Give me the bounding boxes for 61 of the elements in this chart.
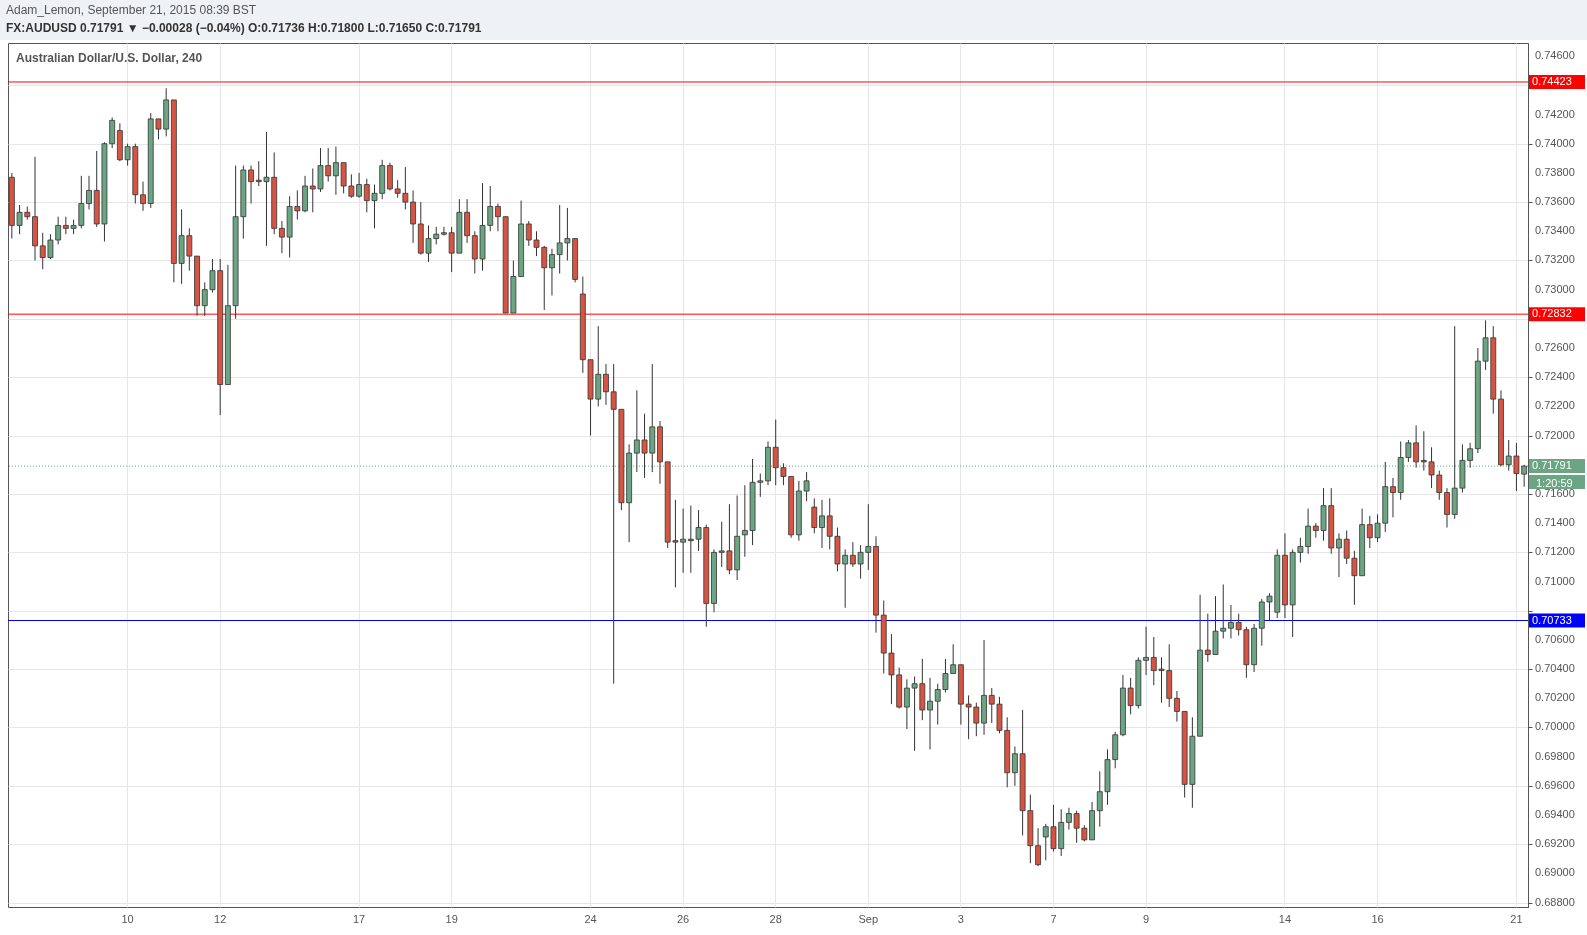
y-tick-label: 0.69600 (1535, 778, 1575, 791)
candlestick (86, 175, 92, 210)
y-tick-label: 0.72200 (1535, 399, 1575, 412)
candlestick (927, 677, 933, 750)
candlestick (441, 226, 447, 237)
y-tick-label: 0.69000 (1535, 866, 1575, 879)
candlestick (1390, 477, 1396, 518)
candlestick (819, 499, 825, 549)
y-tick-label: 0.72400 (1535, 370, 1575, 383)
y-tick-label: 0.70400 (1535, 662, 1575, 675)
x-tick-label: 14 (1278, 912, 1292, 925)
x-tick-label: 3 (957, 912, 964, 925)
y-tick-label: 0.73800 (1535, 165, 1575, 178)
x-tick-label: 9 (1143, 912, 1150, 925)
y-tick-label: 0.70200 (1535, 691, 1575, 704)
y-tick-label: 0.71400 (1535, 516, 1575, 529)
x-tick-label: 16 (1371, 912, 1384, 925)
y-tick-label: 0.68800 (1535, 895, 1575, 908)
candlestick (140, 181, 146, 212)
ref-line-label: 0.72832 (1532, 307, 1572, 320)
x-tick-label: 19 (445, 912, 458, 925)
candlestick (1228, 604, 1234, 639)
y-tick-label: 0.74000 (1535, 136, 1575, 149)
candlestick (549, 248, 555, 296)
candlestick (811, 497, 818, 534)
y-tick-label: 0.74600 (1535, 49, 1575, 62)
x-tick-label: 17 (352, 912, 366, 925)
x-tick-label: 26 (677, 912, 690, 925)
y-tick-label: 0.69400 (1535, 808, 1575, 821)
ref-line-label: 0.74423 (1532, 74, 1572, 87)
x-tick-label: 21 (1510, 912, 1523, 925)
y-tick-label: 0.69800 (1535, 749, 1575, 762)
y-tick-label: 0.70000 (1535, 720, 1575, 733)
candlestick (1336, 532, 1342, 578)
candlestick (603, 363, 609, 406)
candlestick (495, 203, 501, 232)
text: FX:AUDUSD 0.71791 ▼ −0.00028 (−0.04%) O:0.71736 H:0.71800 L:0.71650 C:0.71791 (6, 21, 482, 35)
text: Australian Dollar/U.S. Dollar, 240 (16, 51, 203, 65)
y-tick-label: 0.73400 (1535, 224, 1575, 237)
ref-line-label: 0.70733 (1532, 613, 1572, 626)
y-tick-label: 0.73600 (1535, 195, 1575, 208)
y-tick-label: 0.72600 (1535, 341, 1575, 354)
x-tick-label: 7 (1050, 912, 1057, 925)
x-tick-label: 28 (769, 912, 782, 925)
y-tick-label: 0.71000 (1535, 574, 1575, 587)
x-tick-label: 12 (214, 912, 227, 925)
candlestick (1035, 827, 1041, 867)
x-tick-label: 10 (121, 912, 134, 925)
ref-line-label: 0.71791 (1532, 459, 1572, 472)
x-tick-label: Sep (858, 912, 879, 925)
text: Adam_Lemon, September 21, 2015 08:39 BST (6, 3, 257, 17)
y-tick-label: 0.71200 (1535, 545, 1575, 558)
y-tick-label: 0.70600 (1535, 632, 1575, 645)
candlestick (1444, 487, 1450, 529)
y-tick-label: 0.69200 (1535, 837, 1575, 850)
y-tick-label: 0.72000 (1535, 428, 1575, 441)
y-tick-label: 0.74200 (1535, 107, 1575, 120)
x-tick-label: 24 (584, 912, 597, 925)
candlestick (248, 165, 254, 205)
y-tick-label: 0.73200 (1535, 253, 1575, 266)
y-tick-label: 0.73000 (1535, 282, 1575, 295)
